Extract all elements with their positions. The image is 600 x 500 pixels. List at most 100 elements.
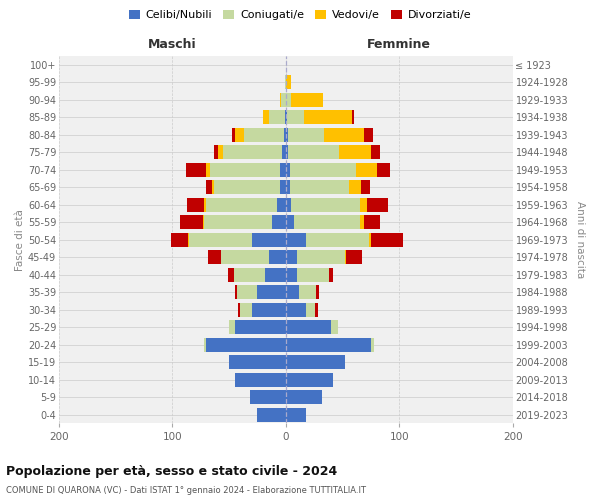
Bar bbox=[286, 320, 331, 334]
Bar bbox=[292, 92, 323, 107]
Bar bbox=[280, 162, 286, 177]
Bar bbox=[232, 128, 235, 142]
Bar bbox=[286, 355, 345, 370]
Bar bbox=[218, 145, 223, 160]
Bar bbox=[221, 250, 269, 264]
Bar bbox=[277, 198, 286, 212]
Bar bbox=[299, 285, 316, 300]
Bar bbox=[257, 285, 286, 300]
Bar bbox=[204, 338, 206, 352]
Bar bbox=[263, 110, 269, 124]
Bar bbox=[325, 128, 364, 142]
Text: Maschi: Maschi bbox=[148, 38, 197, 51]
Bar bbox=[367, 198, 388, 212]
Bar bbox=[280, 92, 281, 107]
Bar bbox=[364, 215, 380, 230]
Bar bbox=[288, 145, 339, 160]
Bar bbox=[290, 162, 356, 177]
Bar bbox=[359, 198, 367, 212]
Bar bbox=[286, 302, 306, 317]
Bar bbox=[316, 285, 319, 300]
Bar bbox=[252, 232, 286, 247]
Bar bbox=[371, 145, 380, 160]
Bar bbox=[203, 215, 204, 230]
Bar bbox=[214, 180, 280, 194]
Bar bbox=[286, 408, 306, 422]
Bar bbox=[286, 180, 290, 194]
Bar bbox=[371, 338, 374, 352]
Bar bbox=[371, 232, 403, 247]
Bar bbox=[286, 110, 287, 124]
Bar bbox=[361, 180, 370, 194]
Bar bbox=[286, 145, 288, 160]
Bar bbox=[286, 285, 299, 300]
Bar bbox=[292, 198, 359, 212]
Bar bbox=[286, 268, 297, 282]
Text: COMUNE DI QUARONA (VC) - Dati ISTAT 1° gennaio 2024 - Elaborazione TUTTITALIA.IT: COMUNE DI QUARONA (VC) - Dati ISTAT 1° g… bbox=[6, 486, 366, 495]
Bar bbox=[297, 268, 329, 282]
Bar bbox=[186, 162, 206, 177]
Bar bbox=[284, 128, 286, 142]
Bar bbox=[352, 110, 354, 124]
Bar bbox=[306, 232, 368, 247]
Bar bbox=[235, 320, 286, 334]
Bar bbox=[208, 250, 221, 264]
Bar bbox=[214, 145, 218, 160]
Bar bbox=[280, 180, 286, 194]
Bar bbox=[368, 232, 371, 247]
Bar bbox=[235, 285, 237, 300]
Legend: Celibi/Nubili, Coniugati/e, Vedovi/e, Divorziati/e: Celibi/Nubili, Coniugati/e, Vedovi/e, Di… bbox=[124, 6, 476, 25]
Bar bbox=[286, 372, 334, 387]
Bar bbox=[238, 302, 241, 317]
Bar bbox=[286, 215, 294, 230]
Bar bbox=[284, 75, 286, 90]
Bar bbox=[241, 302, 252, 317]
Bar bbox=[329, 268, 334, 282]
Bar bbox=[188, 232, 190, 247]
Bar bbox=[204, 198, 206, 212]
Bar bbox=[345, 250, 346, 264]
Bar bbox=[290, 180, 349, 194]
Bar bbox=[349, 180, 361, 194]
Bar bbox=[206, 162, 210, 177]
Bar bbox=[212, 180, 214, 194]
Bar bbox=[281, 92, 286, 107]
Bar bbox=[359, 215, 364, 230]
Bar bbox=[235, 372, 286, 387]
Bar bbox=[269, 250, 286, 264]
Y-axis label: Anni di nascita: Anni di nascita bbox=[575, 201, 585, 278]
Bar bbox=[286, 390, 322, 404]
Bar bbox=[286, 128, 288, 142]
Bar bbox=[233, 268, 265, 282]
Bar bbox=[269, 110, 284, 124]
Bar bbox=[286, 92, 292, 107]
Bar bbox=[286, 250, 297, 264]
Bar bbox=[286, 338, 371, 352]
Bar bbox=[229, 355, 286, 370]
Bar bbox=[257, 408, 286, 422]
Bar bbox=[356, 162, 377, 177]
Bar bbox=[206, 198, 277, 212]
Bar bbox=[204, 215, 272, 230]
Bar bbox=[286, 75, 292, 90]
Text: Popolazione per età, sesso e stato civile - 2024: Popolazione per età, sesso e stato civil… bbox=[6, 464, 337, 477]
Bar bbox=[252, 302, 286, 317]
Bar bbox=[187, 198, 204, 212]
Bar bbox=[181, 215, 203, 230]
Bar bbox=[294, 215, 359, 230]
Bar bbox=[190, 232, 252, 247]
Bar bbox=[315, 302, 317, 317]
Bar bbox=[272, 215, 286, 230]
Bar bbox=[306, 302, 315, 317]
Bar bbox=[229, 320, 235, 334]
Y-axis label: Fasce di età: Fasce di età bbox=[15, 209, 25, 270]
Bar bbox=[235, 128, 244, 142]
Bar bbox=[339, 145, 371, 160]
Bar bbox=[364, 128, 373, 142]
Bar bbox=[171, 232, 188, 247]
Bar bbox=[283, 145, 286, 160]
Bar bbox=[286, 232, 306, 247]
Bar bbox=[223, 145, 283, 160]
Bar bbox=[206, 338, 286, 352]
Bar bbox=[237, 285, 257, 300]
